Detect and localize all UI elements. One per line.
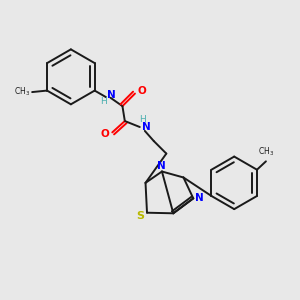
Text: CH$_3$: CH$_3$ — [14, 86, 31, 98]
Text: N: N — [196, 193, 204, 203]
Text: O: O — [137, 86, 146, 96]
Text: H: H — [100, 98, 106, 106]
Text: N: N — [142, 122, 151, 132]
Text: O: O — [100, 129, 109, 139]
Text: S: S — [136, 211, 144, 221]
Text: H: H — [140, 115, 146, 124]
Text: N: N — [107, 90, 116, 100]
Text: N: N — [157, 161, 166, 171]
Text: CH$_3$: CH$_3$ — [258, 145, 274, 158]
